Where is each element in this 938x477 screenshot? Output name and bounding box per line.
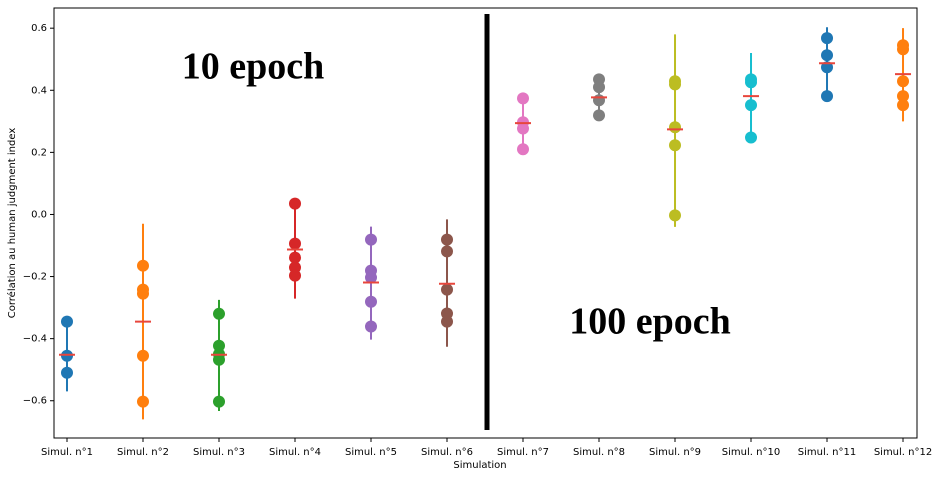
point	[136, 395, 149, 408]
x-tick-label: Simul. n°1	[41, 447, 93, 458]
point	[669, 121, 682, 134]
point	[289, 197, 302, 210]
point	[821, 90, 834, 103]
point	[212, 353, 225, 366]
point	[897, 99, 910, 112]
point	[669, 139, 682, 152]
x-tick-label: Simul. n°10	[722, 447, 780, 458]
point	[212, 339, 225, 352]
point	[821, 49, 834, 62]
point	[136, 287, 149, 300]
x-tick-label: Simul. n°3	[193, 447, 245, 458]
point	[441, 233, 454, 246]
point	[897, 90, 910, 103]
y-tick-label: −0.6	[23, 396, 47, 407]
point	[593, 94, 606, 107]
y-tick-label: 0.0	[31, 209, 47, 220]
point	[669, 209, 682, 222]
point	[365, 320, 378, 333]
x-tick-label: Simul. n°6	[421, 447, 473, 458]
point	[593, 81, 606, 94]
x-tick-label: Simul. n°7	[497, 447, 549, 458]
point	[289, 237, 302, 250]
x-tick-label: Simul. n°5	[345, 447, 397, 458]
x-tick-label: Simul. n°12	[874, 447, 932, 458]
x-axis-label: Simulation	[453, 460, 506, 471]
x-tick-label: Simul. n°2	[117, 447, 169, 458]
point	[60, 315, 73, 328]
y-tick-label: 0.4	[31, 85, 47, 96]
point	[365, 271, 378, 284]
point	[745, 131, 758, 144]
point	[517, 122, 530, 135]
x-tick-label: Simul. n°9	[649, 447, 701, 458]
point	[60, 366, 73, 379]
point	[897, 43, 910, 56]
point	[821, 61, 834, 74]
point	[441, 283, 454, 296]
x-tick-label: Simul. n°4	[269, 447, 321, 458]
point	[593, 109, 606, 122]
y-tick-label: −0.2	[23, 272, 47, 283]
plot-frame	[53, 7, 918, 439]
point	[517, 143, 530, 156]
y-tick-label: 0.6	[31, 23, 47, 34]
point	[669, 78, 682, 91]
y-tick-label: −0.4	[23, 334, 47, 345]
x-tick-label: Simul. n°11	[798, 447, 856, 458]
point	[517, 92, 530, 105]
point	[897, 75, 910, 88]
point	[289, 251, 302, 264]
point	[365, 233, 378, 246]
y-axis-label: Corrélation au human judgment index	[6, 128, 18, 319]
point	[821, 32, 834, 45]
point	[441, 315, 454, 328]
point	[365, 295, 378, 308]
point	[136, 349, 149, 362]
annotation: 100 epoch	[569, 301, 731, 343]
point	[289, 269, 302, 282]
y-tick-label: 0.2	[31, 147, 47, 158]
point	[745, 99, 758, 112]
point	[136, 259, 149, 272]
point	[212, 307, 225, 320]
x-tick-label: Simul. n°8	[573, 447, 625, 458]
point	[441, 245, 454, 258]
point	[745, 76, 758, 89]
annotation: 10 epoch	[182, 46, 325, 88]
point	[212, 395, 225, 408]
